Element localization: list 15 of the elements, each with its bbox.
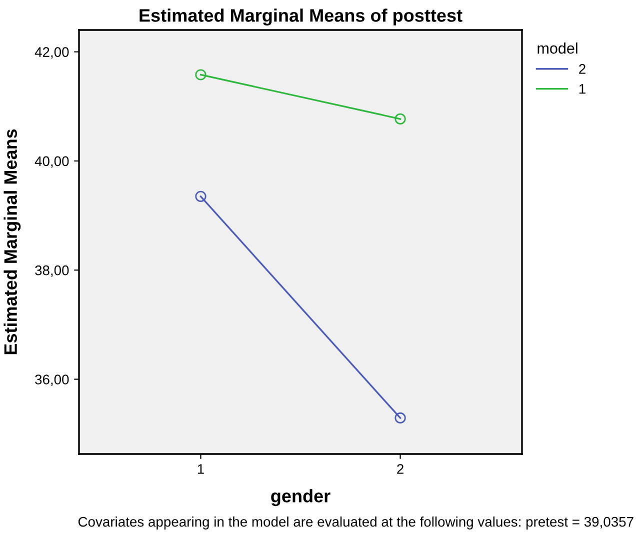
point bbox=[394, 412, 406, 424]
legend-title: model bbox=[538, 42, 578, 54]
y-tick-label: 38,00 bbox=[35, 265, 69, 277]
chart-title: Estimated Marginal Means of posttest bbox=[140, 8, 462, 26]
y-tick-label: 36,00 bbox=[35, 374, 69, 386]
point bbox=[195, 190, 206, 202]
y-tick-label: 40,00 bbox=[34, 156, 69, 168]
legend-label: 1 bbox=[579, 84, 586, 94]
point bbox=[195, 69, 206, 80]
y-tick-label: 42,00 bbox=[34, 47, 69, 59]
legend-label: 2 bbox=[579, 64, 586, 74]
text: Covariates appearing in the model are evaluated at the following values: pretest = 39,0357 bbox=[78, 516, 634, 530]
point bbox=[394, 113, 406, 125]
y-axis-title: Estimated Marginal Means bbox=[4, 129, 21, 354]
x-axis-title: gender bbox=[271, 489, 330, 506]
